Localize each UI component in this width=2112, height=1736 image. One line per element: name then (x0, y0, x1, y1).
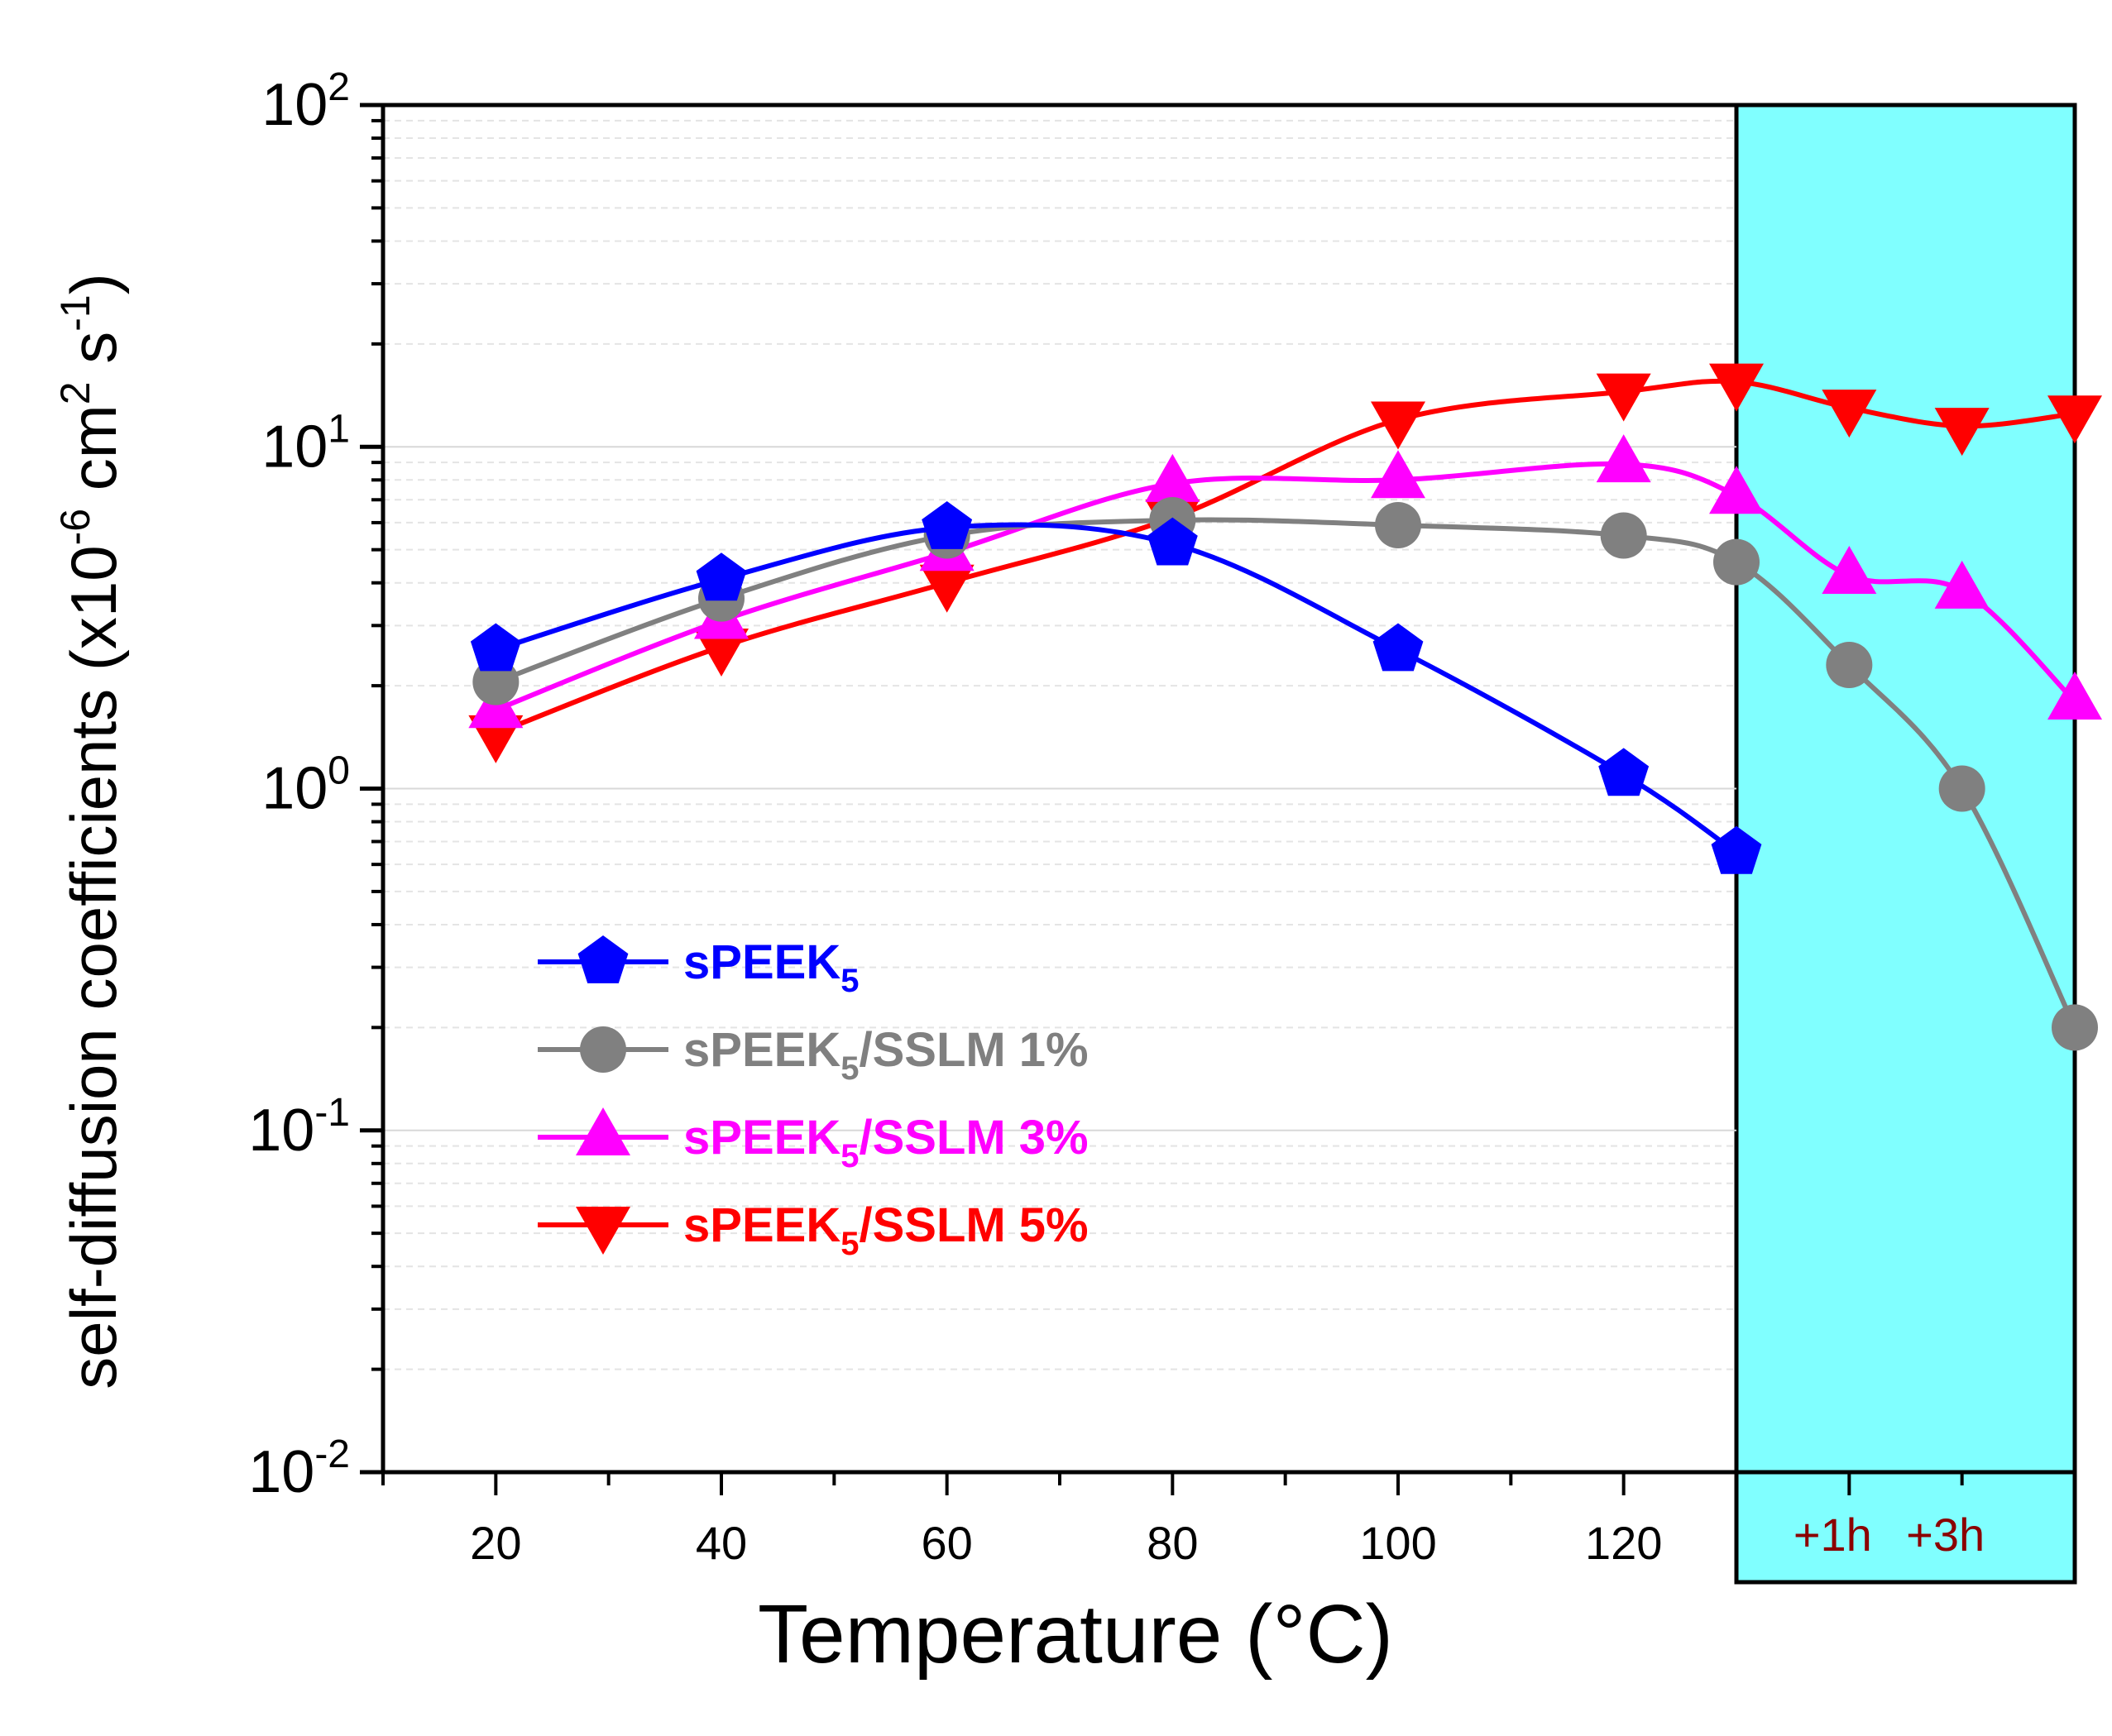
series-4-point-9 (1934, 408, 1990, 457)
y-tick-exp: 0 (328, 749, 350, 793)
y-tick-base: 10 (261, 756, 328, 822)
series-3-point-6 (1596, 434, 1651, 483)
series-4-point-3 (919, 564, 975, 613)
grid-layer (383, 119, 1736, 1473)
series-1-point-2 (696, 552, 747, 601)
series-1-point-3 (922, 501, 973, 549)
legend-marker (580, 1026, 626, 1073)
x-axis-title: Temperature (°C) (758, 1588, 1393, 1681)
legend-label-1: sPEEK5 (683, 935, 859, 999)
series-3-point-7 (1709, 466, 1764, 514)
shade-label-1: +1h (1794, 1509, 1872, 1561)
y-tick-base: 10 (261, 72, 328, 138)
y-tick-exp: -1 (314, 1091, 350, 1135)
legend-entry-4: sPEEK5/SSLM 5% (538, 1198, 1089, 1262)
legend-suffix: /SSLM 3% (859, 1111, 1088, 1165)
legend-name: sPEEK (683, 1198, 840, 1252)
series-1-point-5 (1372, 623, 1424, 672)
shaded-region-layer: +1h +3h (1734, 103, 2077, 1585)
x-tick-label-0: 20 (470, 1517, 521, 1569)
y-tick-label-3: 101 (261, 407, 350, 480)
series-2-point-5 (1375, 501, 1421, 548)
y-tick-exp: 1 (328, 407, 350, 451)
series-4-point-5 (1371, 401, 1425, 450)
x-tick-label-5: 120 (1585, 1517, 1662, 1569)
legend-label-3: sPEEK5/SSLM 3% (683, 1111, 1089, 1174)
x-tick-label-1: 40 (696, 1517, 747, 1569)
series-1-point-6 (1598, 748, 1650, 796)
legend-marker (577, 935, 629, 983)
y-tick-exp: 2 (328, 65, 350, 109)
y-axis-title: self-diffusion coefficients (x10-6 cm2 s… (52, 273, 130, 1389)
series-1-point-7 (1711, 825, 1762, 874)
legend-sub: 5 (840, 963, 859, 999)
legend-sub: 5 (840, 1138, 859, 1174)
series-1-point-1 (470, 623, 521, 672)
legend-suffix: /SSLM 1% (859, 1023, 1088, 1077)
series-line-1 (495, 522, 1738, 855)
series-3-point-10 (2047, 672, 2102, 720)
series-1-point-4 (1147, 517, 1198, 566)
series-3-point-5 (1371, 450, 1425, 499)
series-4-point-2 (694, 629, 749, 677)
x-tick-label-2: 60 (922, 1517, 973, 1569)
legend-name: sPEEK (683, 935, 840, 989)
y-tick-base: 10 (248, 1439, 314, 1505)
legend-label-4: sPEEK5/SSLM 5% (683, 1198, 1089, 1262)
series-2-point-10 (2052, 1004, 2098, 1051)
series-2-point-9 (1938, 765, 1985, 812)
series-3-point-4 (1145, 453, 1200, 502)
series-3-point-8 (1822, 545, 1877, 594)
series-layer (468, 363, 2102, 1051)
series-4 (468, 363, 2102, 763)
y-tick-base: 10 (248, 1098, 314, 1164)
legend-sub: 5 (840, 1226, 859, 1262)
series-1 (470, 501, 1762, 874)
shaded-region (1734, 103, 2077, 1585)
legend-name: sPEEK (683, 1023, 840, 1077)
legend-entry-2: sPEEK5/SSLM 1% (538, 1023, 1089, 1087)
series-2-point-8 (1826, 642, 1873, 689)
series-4-point-10 (2047, 395, 2102, 444)
legend-name: sPEEK (683, 1111, 840, 1165)
series-4-point-8 (1822, 390, 1877, 438)
legend-marker (576, 1107, 630, 1155)
y-tick-base: 10 (261, 414, 328, 480)
series-line-2 (495, 517, 2077, 1029)
series-4-point-7 (1709, 363, 1764, 412)
series-2-point-6 (1600, 512, 1647, 559)
legend-suffix: /SSLM 5% (859, 1198, 1088, 1252)
series-2-point-7 (1713, 538, 1760, 586)
series-3-point-9 (1934, 560, 1990, 609)
legend-entry-1: sPEEK5 (538, 935, 859, 999)
y-tick-label-1: 10-1 (248, 1091, 350, 1164)
x-tick-label-4: 100 (1359, 1517, 1436, 1569)
y-tick-label-2: 100 (261, 749, 350, 822)
legend-label-2: sPEEK5/SSLM 1% (683, 1023, 1089, 1087)
legend-sub: 5 (840, 1050, 859, 1087)
y-tick-label-0: 10-2 (248, 1432, 350, 1505)
legend-entry-3: sPEEK5/SSLM 3% (538, 1107, 1089, 1174)
series-4-point-6 (1596, 373, 1651, 422)
x-tick-label-3: 80 (1147, 1517, 1198, 1569)
legend-marker (576, 1207, 630, 1255)
y-tick-label-4: 102 (261, 65, 350, 138)
y-tick-exp: -2 (314, 1432, 350, 1476)
shade-label-2: +3h (1906, 1509, 1985, 1561)
